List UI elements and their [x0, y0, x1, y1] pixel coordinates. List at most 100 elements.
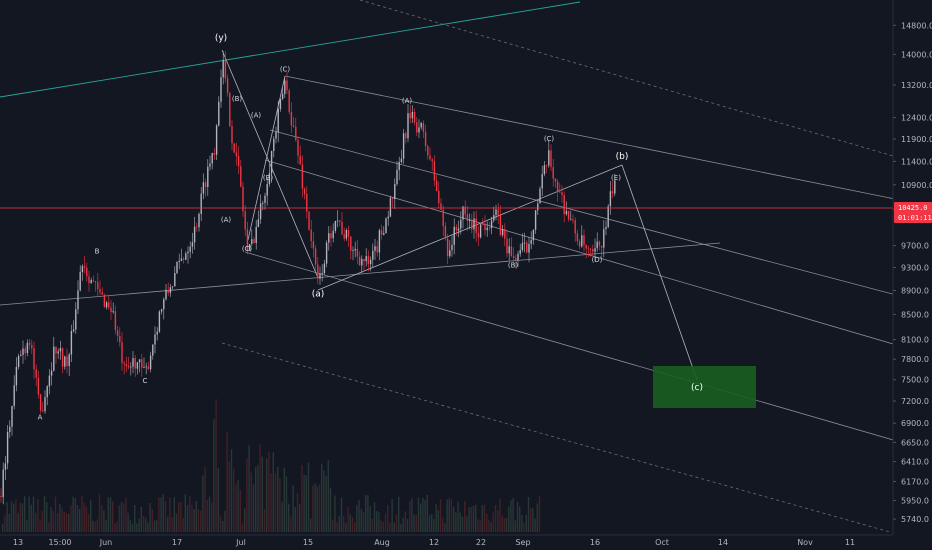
- volume-bar: [422, 498, 424, 532]
- candle-body: [273, 138, 275, 151]
- candle-body: [328, 233, 330, 243]
- candle-body: [391, 197, 394, 199]
- volume-bar: [316, 486, 318, 532]
- candle-body: [380, 230, 383, 235]
- volume-bar: [68, 514, 70, 532]
- volume-bar: [424, 499, 426, 532]
- candle-body: [136, 362, 139, 369]
- volume-bar: [490, 522, 492, 532]
- candle-body: [482, 224, 484, 226]
- candle-body: [572, 219, 574, 221]
- channel-line-3: [264, 159, 901, 347]
- volume-bar: [292, 485, 294, 532]
- candle-body: [600, 245, 603, 248]
- channel-line-2: [269, 129, 901, 297]
- candle-body: [539, 188, 541, 204]
- candle-body: [132, 358, 134, 367]
- volume-bar: [354, 522, 356, 532]
- volume-bar: [450, 499, 453, 532]
- volume-bar: [180, 502, 182, 532]
- candle-body: [521, 243, 524, 250]
- volume-bar: [189, 496, 191, 532]
- candle-body: [297, 140, 299, 156]
- volume-bar: [193, 509, 195, 532]
- wave-label: (A): [402, 97, 413, 105]
- candle-body: [24, 348, 26, 354]
- volume-bar: [281, 501, 283, 532]
- y-tick-label: 11400.0: [901, 157, 932, 166]
- candle-body: [451, 244, 453, 251]
- candle-body: [598, 241, 601, 246]
- volume-bar: [523, 522, 525, 532]
- candle-body: [407, 113, 409, 139]
- wave-label: C: [143, 377, 148, 385]
- candle-body: [253, 239, 255, 244]
- volume-bar: [538, 495, 541, 532]
- x-tick-label: Sep: [515, 538, 530, 547]
- volume-bar: [259, 444, 261, 532]
- candle-body: [506, 238, 508, 254]
- candle-body: [308, 211, 310, 230]
- candle-body: [130, 366, 132, 368]
- volume-bar: [162, 494, 164, 532]
- support-line: [0, 242, 721, 306]
- volume-bar: [472, 506, 475, 532]
- volume-bar: [413, 514, 415, 532]
- volume-bar: [206, 500, 208, 532]
- x-tick-label: 17: [172, 538, 182, 547]
- volume-bar: [389, 522, 391, 532]
- volume-bar: [505, 518, 508, 532]
- candle-body: [288, 90, 290, 112]
- candle-body: [4, 463, 7, 470]
- candle-body: [200, 193, 202, 214]
- volume-bar: [395, 514, 398, 532]
- volume-bar: [204, 467, 206, 532]
- current-price-countdown: 01:01:11: [898, 214, 932, 222]
- volume-bar: [417, 497, 420, 532]
- candle-body: [438, 191, 440, 204]
- volume-bar: [101, 505, 103, 532]
- volume-bar: [521, 515, 523, 532]
- candle-body: [484, 224, 486, 231]
- candle-body: [497, 209, 499, 216]
- volume-bar: [393, 522, 395, 532]
- volume-bar: [167, 516, 169, 532]
- volume-bar: [384, 513, 387, 532]
- candle-body: [460, 219, 462, 229]
- volume-bar: [39, 519, 41, 532]
- candle-body: [374, 246, 376, 251]
- volume-bar: [263, 508, 266, 532]
- upper-dashed-channel: [359, 0, 901, 159]
- volume-bar: [246, 458, 248, 532]
- candle-body: [594, 248, 596, 252]
- candle-body: [222, 60, 224, 78]
- volume-bar: [274, 473, 277, 532]
- candle-body: [229, 92, 231, 127]
- candle-body: [248, 244, 251, 251]
- volume-bar: [402, 517, 404, 532]
- candle-body: [211, 153, 213, 164]
- volume-bar: [358, 499, 360, 532]
- candle-body: [589, 248, 592, 250]
- candle-body: [277, 109, 279, 132]
- candle-body: [345, 230, 348, 239]
- volume-bar: [72, 496, 74, 532]
- candle-body: [215, 125, 218, 155]
- channel-line-4: [244, 251, 901, 443]
- candle-body: [134, 358, 136, 369]
- candle-body: [26, 342, 29, 354]
- candle-body: [59, 348, 62, 352]
- volume-bar: [138, 518, 140, 532]
- candle-body: [614, 180, 616, 194]
- x-tick-label: 12: [429, 538, 439, 547]
- x-tick-label: 16: [590, 538, 600, 547]
- candle-body: [286, 80, 288, 91]
- candle-body: [609, 191, 612, 207]
- candle-body: [44, 397, 46, 412]
- candle-body: [367, 256, 370, 265]
- volume-bar: [222, 520, 224, 532]
- volume-bar: [230, 449, 233, 532]
- volume-bar: [107, 497, 109, 532]
